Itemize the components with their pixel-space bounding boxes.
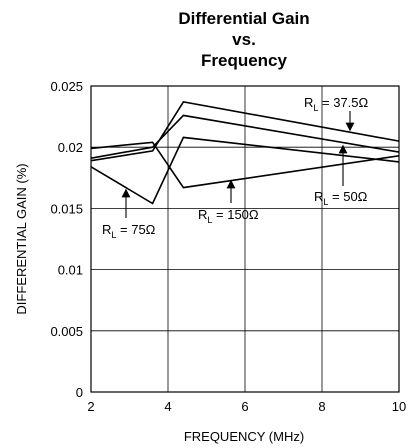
annotation-label-50: RL = 50Ω [314,189,368,207]
chart-title-line-3: Frequency [201,51,288,70]
annotation-label-37-5: RL = 37.5Ω [304,95,369,113]
y-tick-label: 0.02 [58,140,83,155]
y-tick-label: 0.01 [58,263,83,278]
series-line-4 [90,136,400,205]
annotation-label-150: RL = 150Ω [198,207,259,225]
annotation-rl-150: RL = 150Ω [198,179,259,225]
y-tick-label: 0.025 [50,79,83,94]
series-line-1 [90,101,400,162]
x-tick-label: 4 [164,399,171,414]
annotation-rl-50: RL = 50Ω [314,144,368,207]
chart-title-line-2: vs. [232,30,256,49]
y-tick-label: 0.005 [50,324,83,339]
y-axis-label: DIFFERENTIAL GAIN (%) [14,163,29,314]
x-tick-label: 8 [318,399,325,414]
x-tick-label: 10 [392,399,406,414]
series-line-2 [90,114,400,159]
annotation-label-75: RL = 75Ω [102,222,156,240]
series-lines [90,101,400,205]
annotation-rl-37-5: RL = 37.5Ω [304,95,369,132]
tick-labels: 2 4 6 8 10 0 0.005 0.01 0.015 0.02 0.025 [50,79,406,414]
x-tick-label: 2 [87,399,94,414]
y-tick-label: 0.015 [50,201,83,216]
series-line-3 [90,141,400,189]
y-tick-label: 0 [76,385,83,400]
x-tick-label: 6 [241,399,248,414]
grid-lines [91,86,399,392]
x-axis-label: FREQUENCY (MHz) [184,429,304,444]
annotation-rl-75: RL = 75Ω [102,188,156,240]
chart-title-line-1: Differential Gain [178,9,309,28]
